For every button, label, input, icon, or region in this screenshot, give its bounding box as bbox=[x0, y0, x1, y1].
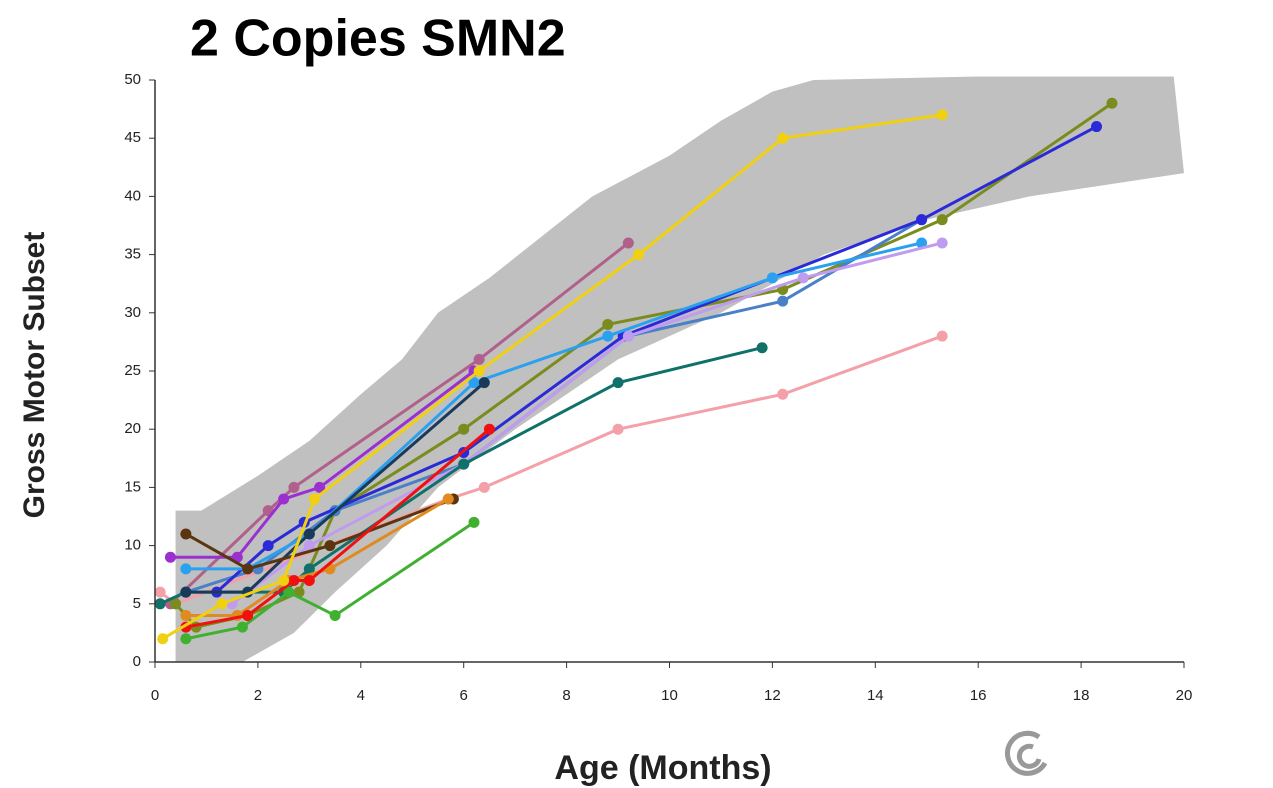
y-axis-label: Gross Motor Subset bbox=[18, 232, 51, 519]
x-tick-label: 12 bbox=[764, 687, 781, 704]
series-line bbox=[185, 381, 486, 594]
y-tick-label: 20 bbox=[124, 420, 141, 437]
series bbox=[157, 109, 948, 645]
data-point bbox=[622, 237, 634, 249]
x-tick-label: 2 bbox=[254, 687, 262, 704]
data-point bbox=[478, 377, 490, 389]
data-point bbox=[777, 132, 789, 144]
y-tick-label: 10 bbox=[124, 537, 141, 554]
data-point bbox=[180, 563, 192, 575]
series bbox=[180, 377, 490, 598]
data-point bbox=[329, 609, 341, 621]
y-tick-label: 35 bbox=[124, 246, 141, 263]
data-point bbox=[278, 493, 290, 505]
data-point bbox=[602, 330, 614, 342]
refresh-icon[interactable] bbox=[1005, 730, 1048, 776]
data-point bbox=[777, 295, 789, 307]
data-point bbox=[154, 598, 166, 610]
data-point bbox=[478, 481, 490, 493]
chart-title: 2 Copies SMN2 bbox=[190, 10, 566, 68]
y-tick-label: 50 bbox=[124, 71, 141, 88]
data-point bbox=[180, 528, 192, 540]
data-point bbox=[288, 481, 300, 493]
data-point bbox=[180, 609, 192, 621]
data-point bbox=[164, 551, 176, 563]
y-tick-label: 45 bbox=[124, 129, 141, 146]
y-tick-label: 15 bbox=[124, 478, 141, 495]
x-tick-label: 18 bbox=[1073, 687, 1090, 704]
data-point bbox=[180, 586, 192, 598]
x-tick-label: 10 bbox=[661, 687, 678, 704]
y-tick-label: 25 bbox=[124, 362, 141, 379]
x-tick-label: 8 bbox=[562, 687, 570, 704]
data-point bbox=[756, 342, 768, 354]
data-point bbox=[303, 575, 315, 587]
data-point bbox=[612, 377, 624, 389]
data-point bbox=[242, 609, 254, 621]
data-point bbox=[936, 237, 948, 249]
series-line bbox=[161, 113, 943, 641]
series-line bbox=[185, 497, 454, 571]
data-point bbox=[936, 330, 948, 342]
data-point bbox=[283, 586, 295, 598]
y-tick-label: 0 bbox=[133, 653, 141, 670]
data-point bbox=[458, 458, 470, 470]
x-tick-label: 16 bbox=[970, 687, 987, 704]
data-point bbox=[303, 540, 315, 552]
data-point bbox=[622, 330, 634, 342]
data-point bbox=[612, 423, 624, 435]
data-point bbox=[1091, 121, 1103, 133]
series bbox=[180, 493, 459, 575]
x-tick-label: 14 bbox=[867, 687, 884, 704]
y-tick-label: 40 bbox=[124, 187, 141, 204]
data-point bbox=[442, 493, 454, 505]
data-point bbox=[157, 633, 169, 645]
data-point bbox=[242, 563, 254, 575]
data-point bbox=[777, 388, 789, 400]
data-point bbox=[262, 540, 274, 552]
data-point bbox=[483, 423, 495, 435]
data-point bbox=[936, 214, 948, 226]
data-point bbox=[236, 621, 248, 633]
plot-area bbox=[154, 76, 1184, 663]
x-tick-label: 0 bbox=[151, 687, 159, 704]
data-point bbox=[468, 516, 480, 528]
data-point bbox=[916, 237, 928, 249]
data-point bbox=[468, 377, 480, 389]
data-point bbox=[308, 493, 320, 505]
data-point bbox=[170, 598, 182, 610]
data-point bbox=[797, 272, 809, 284]
data-point bbox=[180, 633, 192, 645]
data-point bbox=[303, 563, 315, 575]
y-tick-label: 30 bbox=[124, 304, 141, 321]
data-point bbox=[314, 481, 326, 493]
data-point bbox=[1106, 97, 1118, 109]
data-point bbox=[216, 598, 228, 610]
data-point bbox=[154, 586, 166, 598]
data-point bbox=[633, 249, 645, 261]
data-point bbox=[473, 365, 485, 377]
data-point bbox=[766, 272, 778, 284]
data-point bbox=[303, 528, 315, 540]
data-point bbox=[936, 109, 948, 121]
y-tick-label: 5 bbox=[133, 595, 141, 612]
x-tick-label: 6 bbox=[460, 687, 468, 704]
data-point bbox=[324, 540, 336, 552]
series bbox=[180, 516, 480, 645]
data-point bbox=[278, 575, 290, 587]
x-tick-label: 4 bbox=[357, 687, 365, 704]
x-axis-label: Age (Months) bbox=[554, 749, 771, 787]
x-tick-label: 20 bbox=[1176, 687, 1193, 704]
data-point bbox=[602, 318, 614, 330]
data-point bbox=[473, 353, 485, 365]
series bbox=[180, 423, 495, 633]
data-point bbox=[916, 214, 928, 226]
data-point bbox=[458, 423, 470, 435]
data-point bbox=[288, 575, 300, 587]
range-band bbox=[175, 76, 1184, 663]
